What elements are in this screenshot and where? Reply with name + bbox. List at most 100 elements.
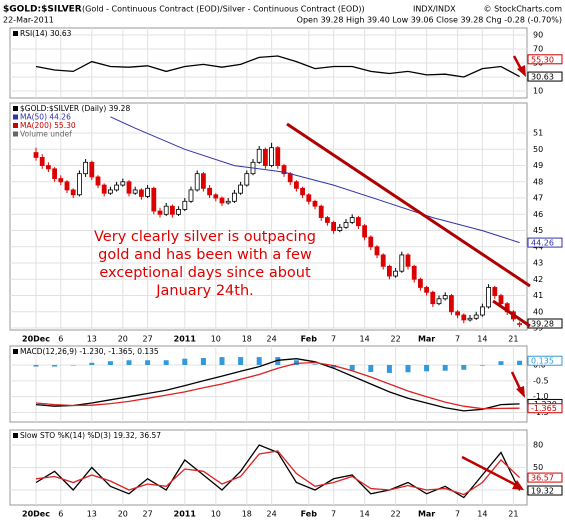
candle-body [411,265,417,280]
date: 22-Mar-2011 [3,16,54,25]
x-tick-label: 27 [143,335,153,344]
x-tick-label: 10 [211,335,221,344]
x-tick-label: 6 [58,335,63,344]
y-tick-label: 48 [533,177,543,186]
value-label: 19.32 [531,487,554,496]
candle-body [188,189,194,202]
candle-body [442,295,448,300]
value-label: 44.26 [531,239,554,248]
y-tick-label: 45 [533,226,543,235]
x-tick-label: 13 [87,510,97,519]
legend-label: Slow STO %K(14) %D(3) 19.32, 36.57 [20,431,161,440]
trend-line [286,122,531,288]
candle-body [455,311,461,316]
panel-frame [9,102,528,331]
candle-body [213,194,219,199]
histogram-bar [219,357,225,365]
candle-body [287,173,293,183]
series-line [110,116,520,244]
candle-body [95,176,101,186]
histogram-bar [479,365,485,366]
candle-body [331,222,337,231]
candle-body [64,181,70,191]
candle-body [300,187,306,196]
candle-body [386,265,392,277]
candle-body [225,200,231,204]
histogram-bar [126,360,132,365]
legend-swatch [13,123,18,128]
value-label: 39.28 [531,320,554,329]
candle-body [219,197,225,204]
value-label-box [527,71,563,82]
candle-body [194,173,200,191]
candle-body [132,189,138,194]
legend-swatch [13,131,18,137]
annotation-line: Very clearly silver is outpacing [94,229,316,245]
candle-body [138,189,144,197]
exchange: INDX/INDX [413,5,456,14]
legend-swatch [13,114,18,120]
candle-body [207,187,213,196]
x-tick-label: 7 [455,335,460,344]
y-tick-label: 51 [533,129,543,138]
candle-body [355,217,361,227]
candle-body [169,205,175,215]
histogram-bar [145,360,151,365]
trend-line [492,299,531,328]
histogram-bar [256,357,262,365]
y-tick-label: 10 [533,87,543,96]
histogram-bar [424,365,430,372]
x-tick-label: 2011 [174,510,197,519]
candle-body [486,287,492,308]
y-tick-label: 50 [533,463,543,472]
annotation-line: gold and has been with a few [98,247,312,263]
legend-label: MA(200) 55.30 [20,121,76,130]
y-tick-label: -1.0 [533,392,549,401]
legend-swatch [13,106,18,111]
histogram-bar [70,365,76,366]
histogram-bar [442,365,448,371]
candle-body [362,225,368,238]
description: (Gold - Continuous Contract (EOD)/Silver… [82,5,365,14]
x-tick-label: 20 [118,335,128,344]
candle-body [281,165,287,175]
x-tick-label: 14 [477,510,487,519]
candle-body [89,161,95,178]
candle-body [200,173,206,189]
x-tick-label: 24 [267,510,277,519]
x-tick-label: 20 [118,510,128,519]
x-tick-label: 24 [267,335,277,344]
x-tick-label: 7 [331,335,336,344]
annotation-line: exceptional days since about [99,265,311,281]
annotation-line: January 24th. [155,283,254,299]
legend-swatch [13,349,18,354]
y-tick-label: 46 [533,210,543,219]
histogram-bar [52,365,58,367]
value-label-box [527,355,563,366]
value-label-box [527,54,563,65]
candle-body [275,147,281,166]
candle-body [517,323,522,325]
y-tick-label: 40 [533,307,543,316]
candle-body [46,165,51,170]
candle-body [324,217,330,223]
candle-body [238,184,244,194]
candle-body [114,184,119,191]
histogram-bar [312,364,318,365]
overlay [286,55,531,490]
x-tick-label: 6 [58,510,63,519]
candle-body [231,192,237,202]
histogram-bar [33,365,39,367]
candle-body [39,157,45,166]
series-line [35,361,520,410]
arrow-head [516,386,525,398]
candle-body [176,209,182,215]
candle-body [368,236,374,248]
candle-body [436,298,442,305]
value-label: -1.365 [531,404,557,413]
histogram-bar [293,360,299,365]
histogram-bar [405,365,411,373]
histogram-bar [349,365,355,371]
arrow [461,455,517,487]
x-tick-label: 18 [242,510,252,519]
